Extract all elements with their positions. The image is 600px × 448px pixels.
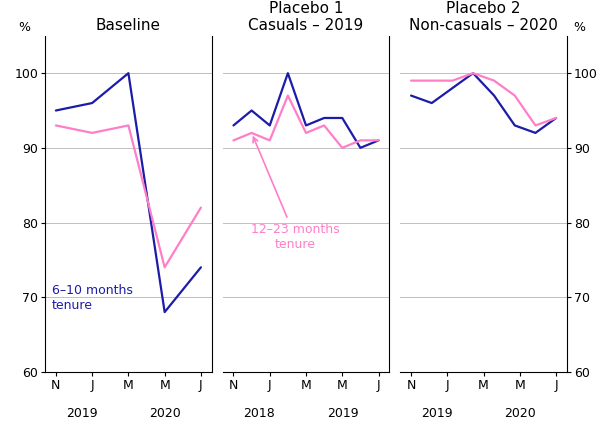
Text: 2019: 2019: [421, 407, 453, 420]
Text: 2018: 2018: [244, 407, 275, 420]
Text: 6–10 months
tenure: 6–10 months tenure: [52, 284, 133, 313]
Text: 2020: 2020: [149, 407, 181, 420]
Title: Baseline: Baseline: [96, 18, 161, 33]
Text: 2020: 2020: [505, 407, 536, 420]
Title: Placebo 1
Casuals – 2019: Placebo 1 Casuals – 2019: [248, 1, 364, 33]
Title: Placebo 2
Non-casuals – 2020: Placebo 2 Non-casuals – 2020: [409, 1, 558, 33]
Text: 2019: 2019: [327, 407, 359, 420]
Text: 12–23 months
tenure: 12–23 months tenure: [251, 137, 340, 250]
Text: %: %: [18, 21, 30, 34]
Text: 2019: 2019: [66, 407, 98, 420]
Text: %: %: [573, 21, 585, 34]
